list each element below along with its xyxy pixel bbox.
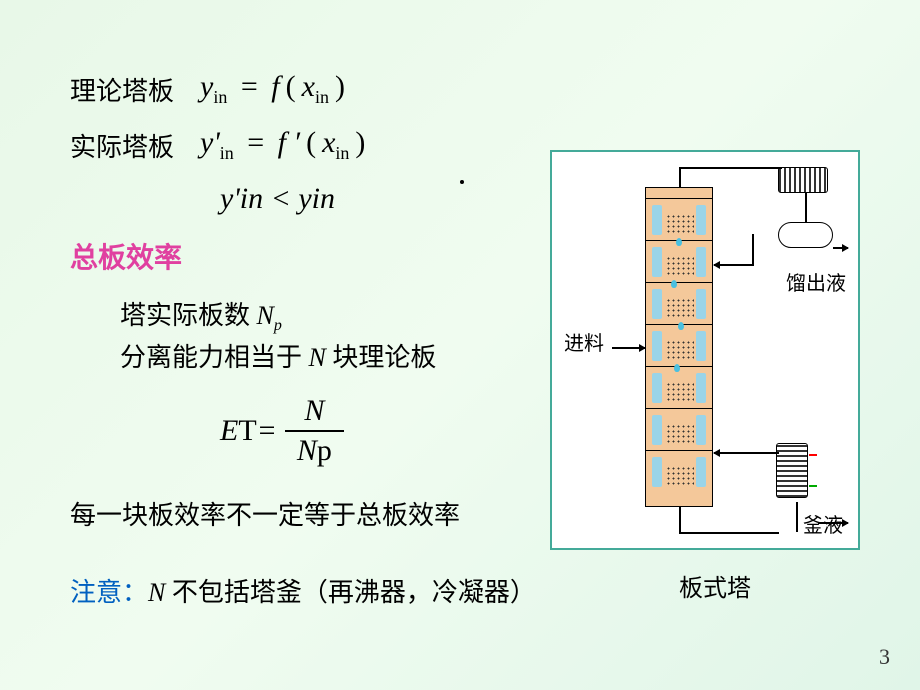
tray bbox=[646, 366, 712, 408]
feed-arrow bbox=[612, 347, 645, 349]
reboiler-icon bbox=[776, 443, 808, 498]
condenser-icon bbox=[778, 167, 828, 193]
page-number: 3 bbox=[879, 644, 890, 670]
section-title-efficiency: 总板效率 bbox=[70, 236, 550, 276]
slide-content: 理论塔板 yin = f(xin) 实际塔板 y'in = f ′(xin) y… bbox=[0, 0, 920, 690]
text-per-plate: 每一块板效率不一定等于总板效率 bbox=[70, 495, 550, 532]
tray bbox=[646, 408, 712, 450]
note-text: 不包括塔釜（再沸器，冷凝器） bbox=[165, 578, 536, 607]
tray bbox=[646, 450, 712, 492]
note-label: 注意： bbox=[70, 578, 148, 607]
label-actual: 实际塔板 bbox=[70, 127, 200, 164]
bullet-dot bbox=[460, 180, 464, 184]
label-feed: 进料 bbox=[564, 327, 604, 356]
diagram-caption: 板式塔 bbox=[550, 568, 880, 603]
diagram-plate-column: 进料 馏出液 釜液 bbox=[550, 150, 860, 550]
distillate-arrow bbox=[833, 247, 848, 249]
eq-theoretical: 理论塔板 yin = f(xin) bbox=[70, 70, 550, 108]
text-actual-plates: 塔实际板数 Np 分离能力相当于 N 块理论板 bbox=[120, 296, 550, 377]
formula-actual: y'in = f ′(xin) bbox=[200, 126, 371, 164]
tray bbox=[646, 324, 712, 366]
column-tower bbox=[645, 187, 713, 507]
tray bbox=[646, 282, 712, 324]
tray bbox=[646, 240, 712, 282]
formula-efficiency: ET = N Np bbox=[220, 392, 550, 470]
label-theoretical: 理论塔板 bbox=[70, 71, 200, 108]
eq-actual: 实际塔板 y'in = f ′(xin) bbox=[70, 126, 550, 164]
formula-theoretical: yin = f(xin) bbox=[200, 70, 351, 108]
label-bottoms: 釜液 bbox=[803, 509, 843, 538]
reflux-drum-icon bbox=[778, 222, 833, 248]
tray bbox=[646, 198, 712, 240]
diagram-container: 进料 馏出液 釜液 板式塔 bbox=[550, 150, 880, 603]
left-column: 理论塔板 yin = f(xin) 实际塔板 y'in = f ′(xin) y… bbox=[70, 70, 550, 609]
label-distillate: 馏出液 bbox=[786, 267, 846, 296]
formula-inequality: y'in < yin bbox=[220, 182, 550, 216]
note-line: 注意：N 不包括塔釜（再沸器，冷凝器） bbox=[70, 572, 550, 609]
